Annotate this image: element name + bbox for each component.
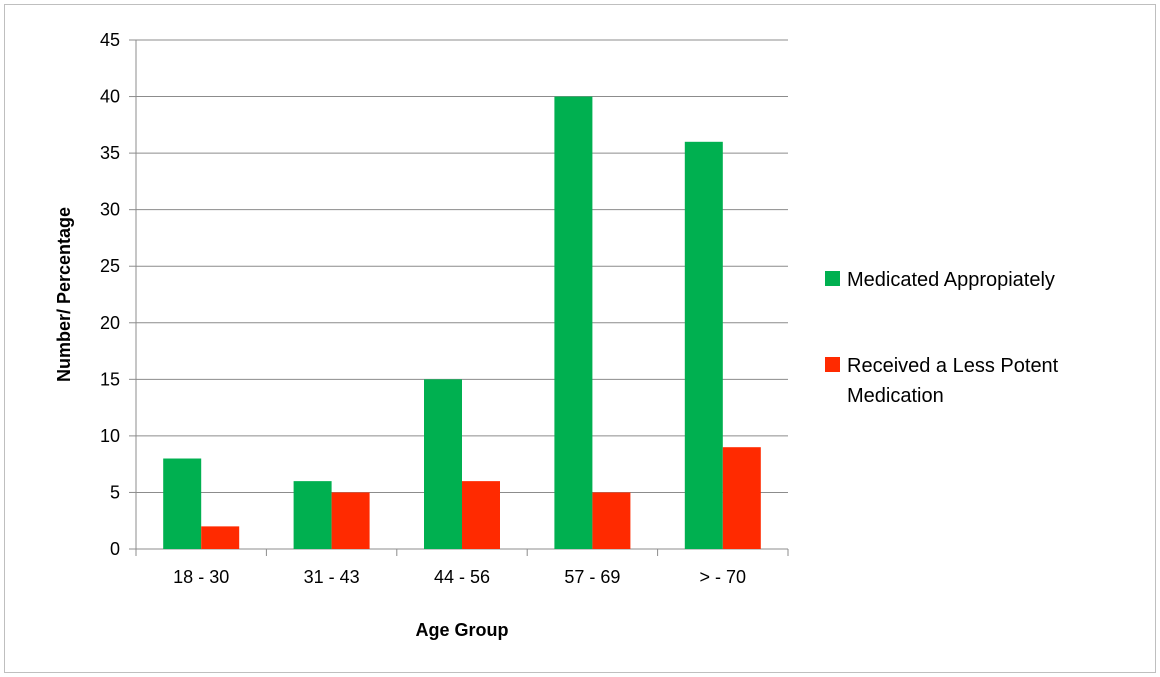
bar-less-potent-medication (201, 526, 240, 549)
bar-medicated-appropiately (293, 481, 332, 549)
y-tick-label: 40 (100, 87, 120, 107)
y-tick-label: 45 (100, 30, 120, 50)
bar-medicated-appropiately (554, 96, 593, 550)
y-axis-title: Number/ Percentage (54, 207, 74, 382)
x-tick-label: 44 - 56 (434, 567, 490, 587)
y-tick-label: 20 (100, 313, 120, 333)
x-tick-label: 18 - 30 (173, 567, 229, 587)
bar-less-potent-medication (331, 492, 370, 549)
legend-label: Medicated Appropiately (847, 269, 1055, 291)
y-tick-label: 5 (110, 482, 120, 502)
bar-medicated-appropiately (163, 458, 202, 549)
y-tick-label: 25 (100, 256, 120, 276)
y-tick-label: 30 (100, 200, 120, 220)
legend-swatch (825, 271, 840, 286)
x-tick-label: 57 - 69 (564, 567, 620, 587)
x-axis-title: Age Group (416, 620, 509, 640)
legend-swatch (825, 357, 840, 372)
x-tick-label: > - 70 (700, 567, 747, 587)
bar-less-potent-medication (722, 447, 761, 549)
legend-label: Received a Less Potent Medication (847, 355, 1059, 407)
y-tick-label: 0 (110, 539, 120, 559)
bar-medicated-appropiately (684, 141, 723, 550)
y-tick-label: 10 (100, 426, 120, 446)
bar-less-potent-medication (462, 481, 500, 549)
x-tick-label: 31 - 43 (304, 567, 360, 587)
y-tick-label: 35 (100, 143, 120, 163)
y-tick-label: 15 (100, 369, 120, 389)
bar-less-potent-medication (592, 492, 631, 549)
bar-medicated-appropiately (424, 379, 462, 549)
